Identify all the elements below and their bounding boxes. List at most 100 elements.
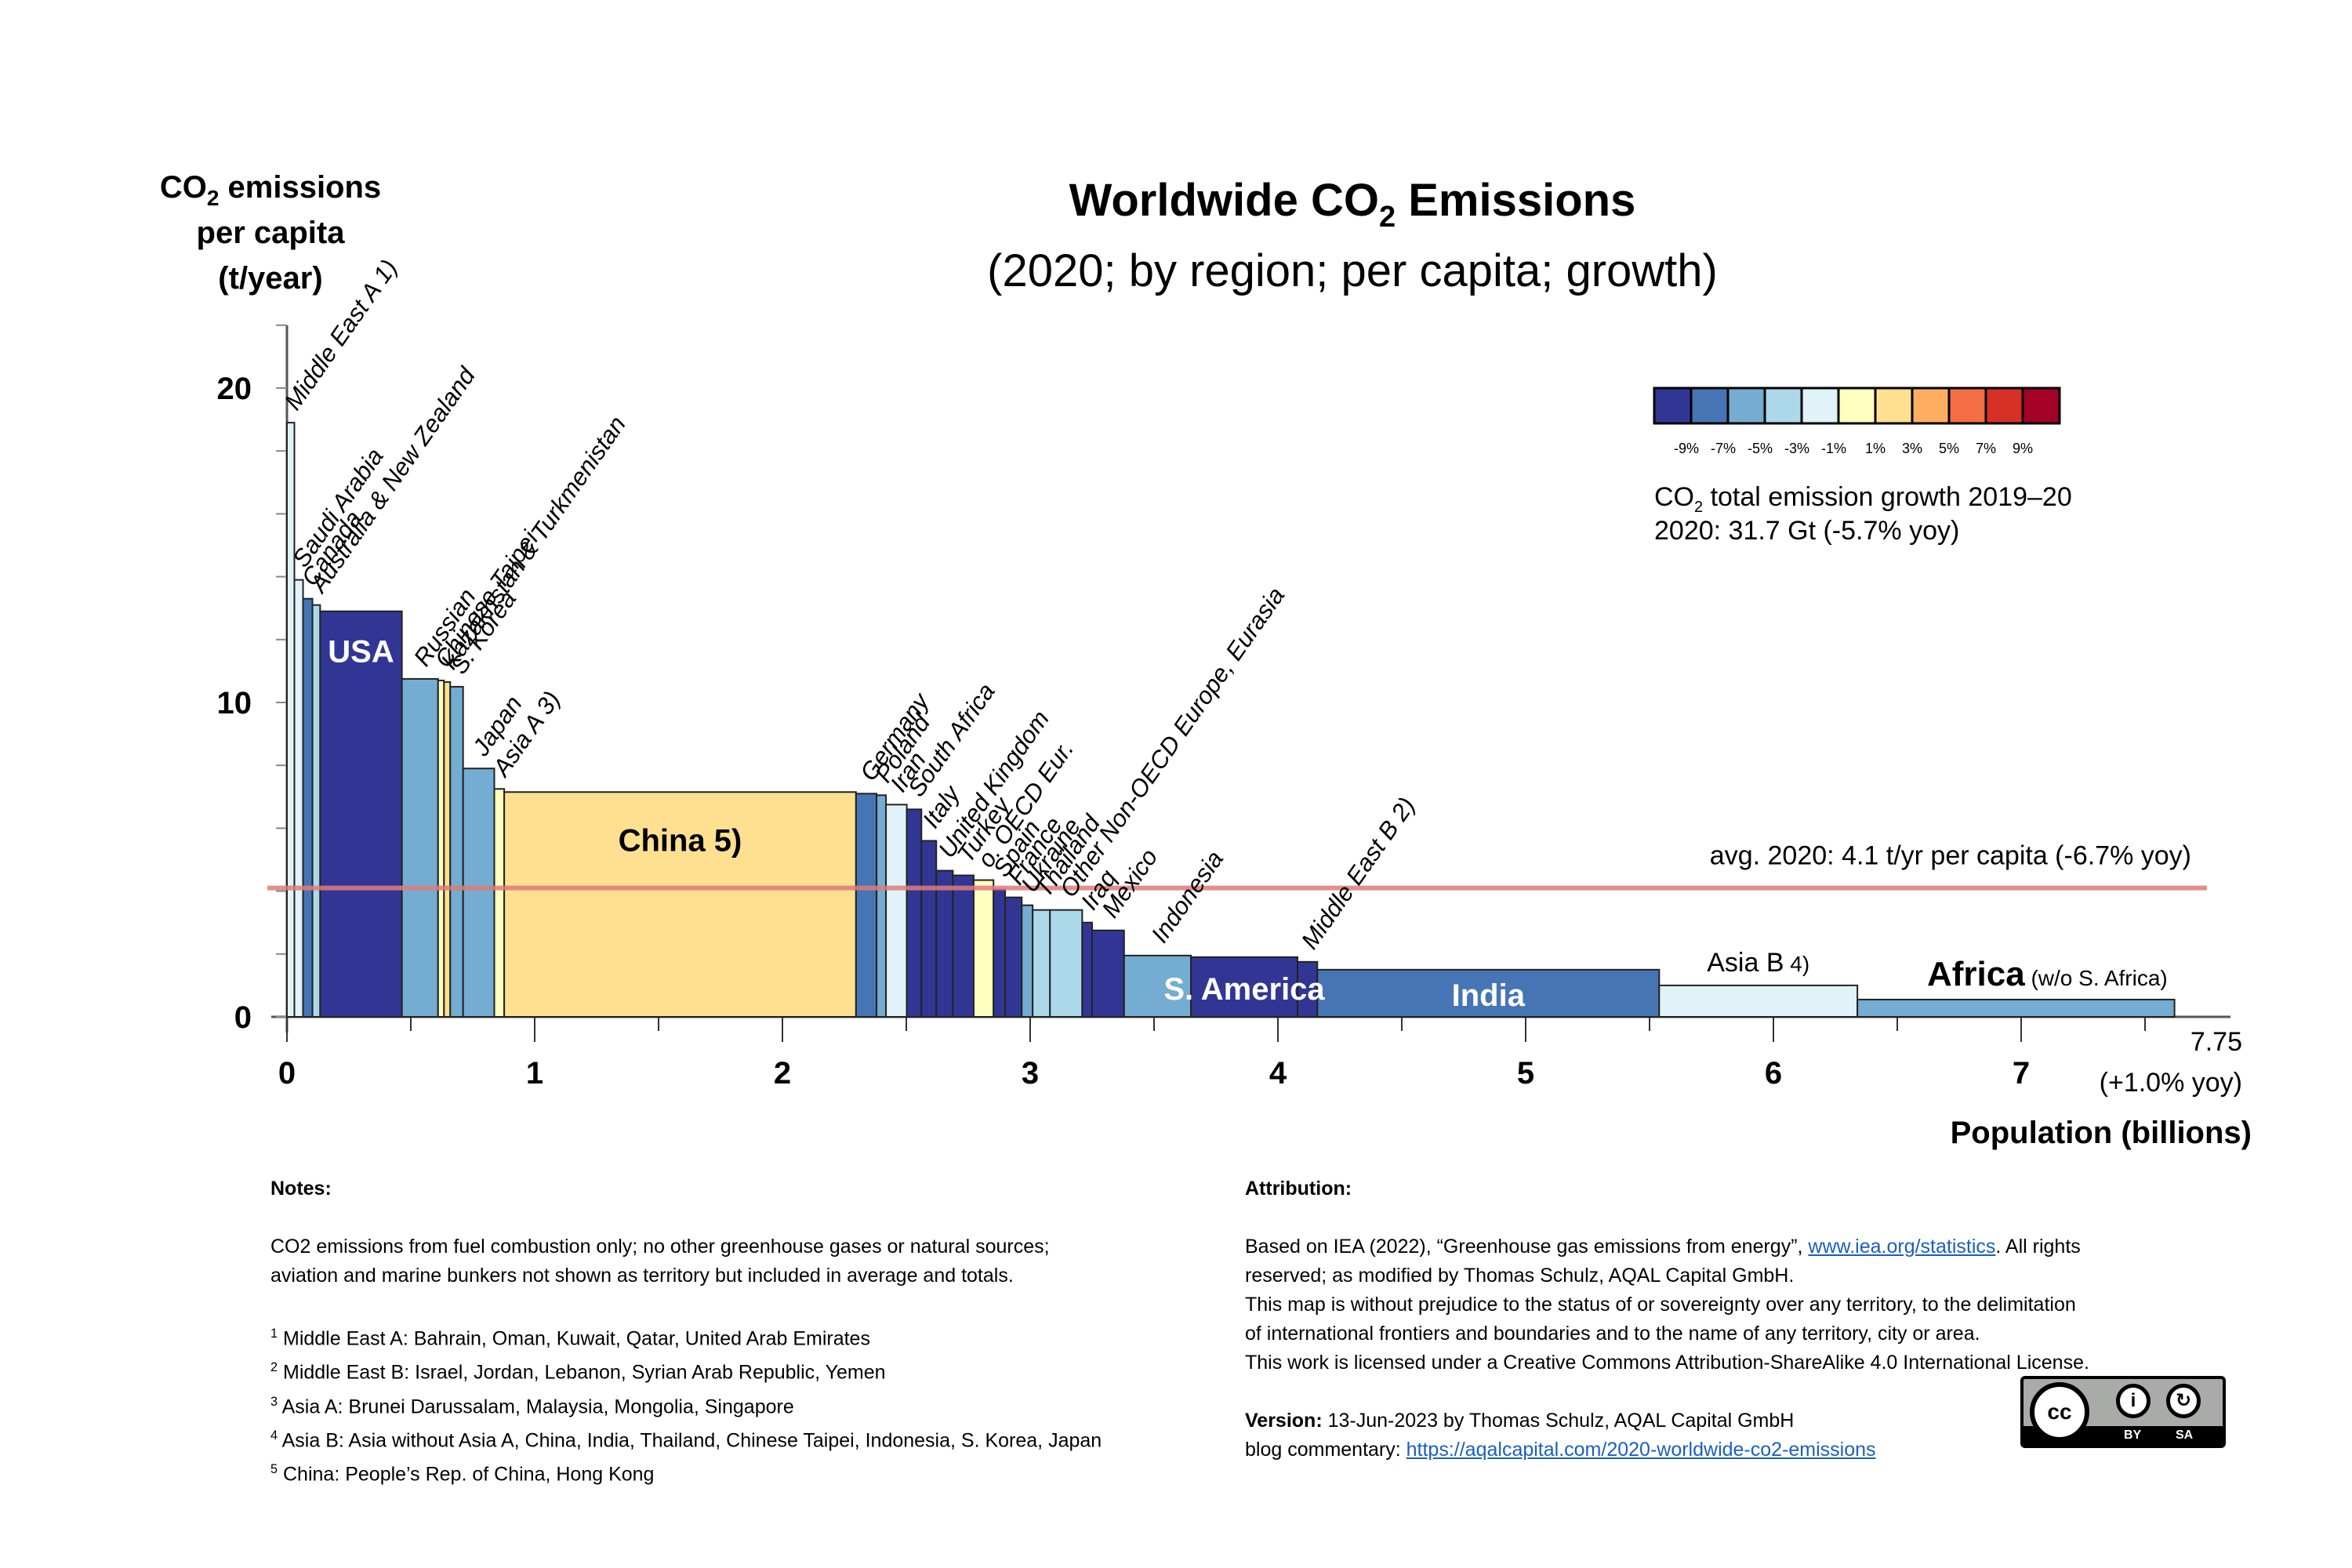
bar-germany bbox=[855, 793, 878, 1018]
bar-s-korea bbox=[449, 685, 464, 1018]
title-subscript: 2 bbox=[1379, 201, 1396, 234]
blog-line: blog commentary: https://aqalcapital.com… bbox=[1245, 1436, 2264, 1465]
x-tick-label: 1 bbox=[526, 1056, 543, 1091]
legend-caption-part: 2 bbox=[1694, 499, 1703, 516]
bar-label: Australia & New Zealand bbox=[303, 361, 481, 599]
average-line-group: avg. 2020: 4.1 t/yr per capita (-6.7% yo… bbox=[267, 841, 2207, 891]
bar-label: China 5) bbox=[619, 823, 742, 858]
legend-tick-label: -3% bbox=[1784, 441, 1809, 456]
footnote-num: 5 bbox=[270, 1462, 278, 1477]
bar-asia-a bbox=[493, 788, 506, 1018]
footnote-num: 2 bbox=[270, 1360, 278, 1375]
footnote: 2 Middle East B: Israel, Jordan, Lebanon… bbox=[270, 1353, 1211, 1387]
bar-other-non-oecd-europe-eurasia bbox=[1049, 909, 1083, 1018]
bar-australia-new-zealand bbox=[311, 604, 321, 1018]
bar-italy bbox=[920, 840, 938, 1018]
bar-label: Asia B 4) bbox=[1707, 948, 1809, 978]
attribution-text: . All rights bbox=[1995, 1236, 2081, 1258]
x-tick-label: 3 bbox=[1022, 1056, 1039, 1091]
x-tick-label: 5 bbox=[1517, 1056, 1534, 1091]
blog-label: blog commentary: bbox=[1245, 1439, 1406, 1461]
legend-caption-line2: 2020: 31.7 Gt (-5.7% yoy) bbox=[1654, 516, 1959, 546]
footnote-num: 4 bbox=[270, 1428, 278, 1443]
notes-section: Notes: CO2 emissions from fuel combustio… bbox=[270, 1174, 1211, 1490]
attribution-person-icon: i bbox=[2116, 1384, 2151, 1418]
bar-mexico bbox=[1091, 929, 1125, 1018]
version-line: Version: 13-Jun-2023 by Thomas Schulz, A… bbox=[1245, 1406, 2264, 1436]
bar-spain bbox=[993, 888, 1007, 1018]
footnote-text: Middle East A: Bahrain, Oman, Kuwait, Qa… bbox=[283, 1327, 870, 1350]
attribution-line: of international frontiers and boundarie… bbox=[1245, 1323, 1980, 1345]
x-axis-label: Population (billions) bbox=[1951, 1116, 2252, 1150]
bar-saudi-arabia bbox=[293, 579, 304, 1018]
bar-label: USA bbox=[328, 635, 394, 670]
version-label: Version: bbox=[1245, 1410, 1323, 1432]
creative-commons-by-sa-icon[interactable]: cc i ↻ BY SA bbox=[2020, 1376, 2226, 1448]
legend-swatch bbox=[1984, 387, 2024, 425]
legend-caption-part: total emission growth 2019–20 bbox=[1703, 482, 2072, 512]
bar-label-main: Africa bbox=[1927, 955, 2025, 993]
legend-swatch bbox=[1800, 387, 1840, 425]
bar-japan bbox=[462, 768, 495, 1018]
bar-south-africa bbox=[906, 808, 923, 1018]
footnote-text: Middle East B: Israel, Jordan, Lebanon, … bbox=[283, 1361, 886, 1384]
bar-russian bbox=[401, 677, 439, 1018]
by-label: BY bbox=[2124, 1428, 2142, 1442]
legend-swatch bbox=[1653, 387, 1693, 425]
attribution-line: Based on IEA (2022), “Greenhouse gas emi… bbox=[1245, 1232, 2264, 1261]
attribution-section: Attribution: Based on IEA (2022), “Green… bbox=[1245, 1174, 2264, 1465]
average-line-label: avg. 2020: 4.1 t/yr per capita (-6.7% yo… bbox=[1710, 841, 2191, 871]
chart-title: Worldwide CO2 Emissions bbox=[1069, 175, 1636, 234]
x-tick-label: 7 bbox=[2013, 1056, 2030, 1091]
attribution-line: This work is licensed under a Creative C… bbox=[1245, 1352, 2089, 1374]
y-axis-label-line1: CO2 emissions bbox=[160, 170, 381, 210]
legend-swatch bbox=[1947, 387, 1987, 425]
bar-ukraine bbox=[1021, 904, 1034, 1018]
legend-caption-part: CO bbox=[1654, 482, 1694, 512]
title-part: Emissions bbox=[1396, 175, 1635, 226]
bar-asia-b bbox=[1658, 984, 1859, 1018]
title-part: Worldwide CO bbox=[1069, 175, 1379, 226]
footnote-text: Asia A: Brunei Darussalam, Malaysia, Mon… bbox=[281, 1395, 794, 1417]
footnote: 1 Middle East A: Bahrain, Oman, Kuwait, … bbox=[270, 1319, 1211, 1353]
legend-swatch bbox=[1726, 387, 1766, 425]
y-axis-label-line3: (t/year) bbox=[218, 261, 322, 296]
x-tick-label: 2 bbox=[774, 1056, 791, 1091]
blog-link[interactable]: https://aqalcapital.com/2020-worldwide-c… bbox=[1406, 1439, 1876, 1461]
attribution-text: Based on IEA (2022), “Greenhouse gas emi… bbox=[1245, 1236, 1809, 1258]
bar-middle-east-a bbox=[286, 422, 296, 1018]
attribution-line: This map is without prejudice to the sta… bbox=[1245, 1294, 2076, 1316]
version-text: 13-Jun-2023 by Thomas Schulz, AQAL Capit… bbox=[1322, 1410, 1795, 1432]
legend-tick-label: 1% bbox=[1865, 441, 1886, 456]
bar-label: Africa (w/o S. Africa) bbox=[1927, 955, 2168, 993]
bar-iran bbox=[885, 804, 908, 1018]
x-tick-label: 0 bbox=[278, 1056, 296, 1091]
bar-china bbox=[503, 791, 857, 1018]
x-tick-label: 6 bbox=[1765, 1056, 1782, 1091]
bar-iraq bbox=[1081, 921, 1093, 1018]
footnote-text: Asia B: Asia without Asia A, China, Indi… bbox=[281, 1429, 1102, 1452]
bar-india bbox=[1316, 968, 1661, 1018]
notes-heading: Notes: bbox=[270, 1178, 332, 1200]
bar-thailand bbox=[1032, 909, 1051, 1018]
ylabel-subscript: 2 bbox=[207, 186, 220, 210]
y-tick-label: 10 bbox=[217, 686, 252, 720]
bar-label-main: Asia B bbox=[1707, 948, 1784, 978]
attribution-heading: Attribution: bbox=[1245, 1178, 1352, 1200]
y-tick-label: 20 bbox=[217, 372, 252, 406]
legend-swatch bbox=[1911, 387, 1951, 425]
bars bbox=[286, 422, 2176, 1018]
x-tick-label: 4 bbox=[1269, 1056, 1287, 1091]
legend-tick-label: -1% bbox=[1821, 441, 1846, 456]
ylabel-part: emissions bbox=[219, 170, 381, 205]
bar-kazakhstan-turkmenistan bbox=[443, 681, 452, 1018]
notes-line: aviation and marine bunkers not shown as… bbox=[270, 1265, 1014, 1287]
share-alike-icon: ↻ bbox=[2166, 1384, 2201, 1418]
notes-line: CO2 emissions from fuel combustion only;… bbox=[270, 1236, 1050, 1258]
legend-tick-label: 3% bbox=[1902, 441, 1922, 456]
iea-link[interactable]: www.iea.org/statistics bbox=[1808, 1236, 1996, 1258]
footnote-num: 3 bbox=[270, 1394, 278, 1409]
y-tick-label: 0 bbox=[234, 1000, 252, 1035]
bar-o-oecd-eur- bbox=[972, 879, 995, 1018]
legend-swatch bbox=[1874, 387, 1914, 425]
